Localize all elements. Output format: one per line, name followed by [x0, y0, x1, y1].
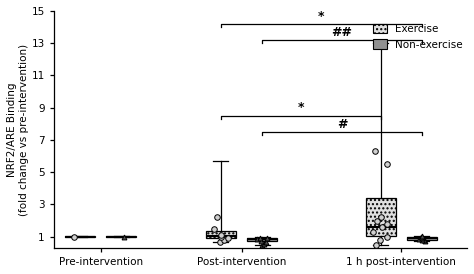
Text: *: * [318, 10, 325, 22]
Text: #: # [337, 118, 347, 131]
Text: *: * [298, 101, 304, 115]
PathPatch shape [106, 236, 137, 237]
PathPatch shape [407, 237, 437, 240]
PathPatch shape [365, 198, 396, 236]
Y-axis label: NRF2/ARE Binding
(fold change vs pre-intervention): NRF2/ARE Binding (fold change vs pre-int… [7, 43, 28, 216]
PathPatch shape [65, 236, 95, 237]
Text: ##: ## [332, 26, 353, 39]
PathPatch shape [247, 238, 277, 241]
Legend: Exercise, Non-exercise: Exercise, Non-exercise [370, 21, 466, 53]
PathPatch shape [206, 231, 236, 238]
